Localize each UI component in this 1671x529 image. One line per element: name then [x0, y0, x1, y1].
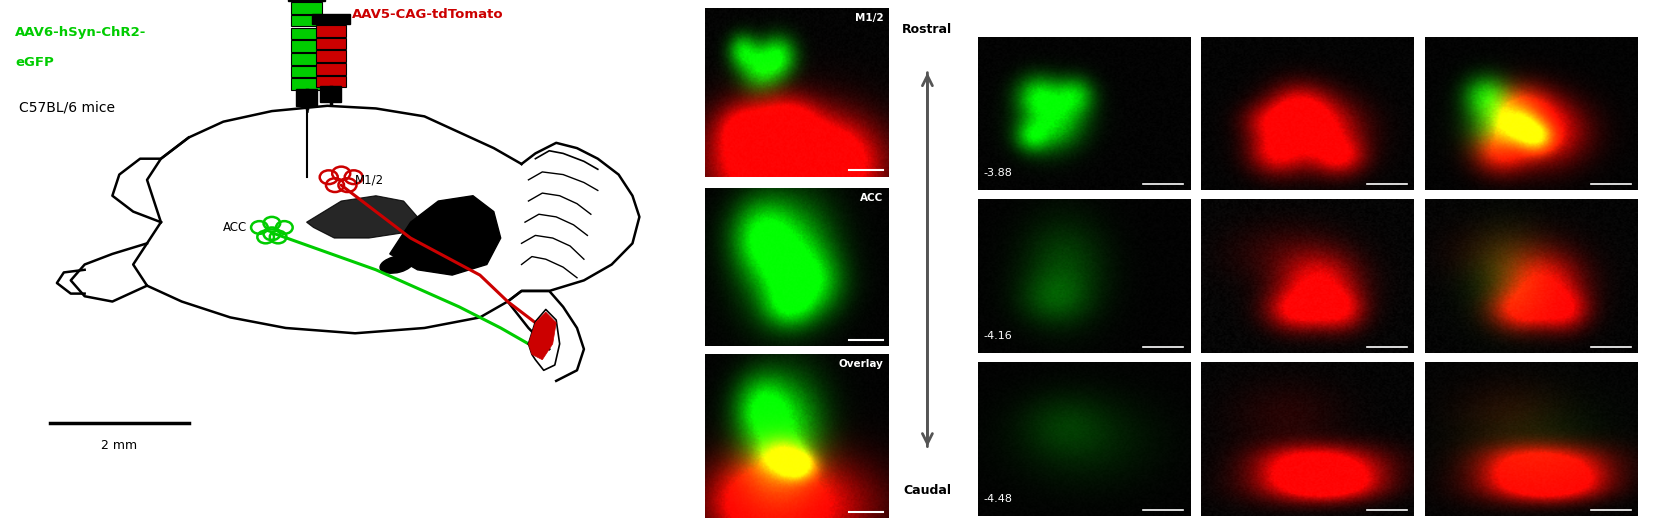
Bar: [316, 63, 346, 75]
Bar: [296, 89, 317, 106]
Text: C57BL/6 mice: C57BL/6 mice: [18, 101, 115, 114]
Bar: [321, 86, 341, 102]
Text: -3.88: -3.88: [984, 168, 1013, 178]
Text: ACC: ACC: [861, 193, 884, 203]
Polygon shape: [389, 196, 501, 275]
Text: Overlay: Overlay: [839, 359, 884, 369]
Text: M1/2: M1/2: [856, 13, 884, 23]
Bar: [291, 66, 323, 77]
Text: Caudal: Caudal: [904, 484, 951, 497]
Bar: [316, 76, 346, 87]
Bar: [316, 50, 346, 62]
Text: M1/2: M1/2: [354, 174, 384, 186]
Bar: [291, 28, 323, 39]
Text: Rostral: Rostral: [902, 23, 952, 36]
Bar: [291, 15, 323, 26]
Text: AAV5-CAG-tdTomato: AAV5-CAG-tdTomato: [351, 8, 503, 21]
Text: 2 mm: 2 mm: [102, 439, 137, 452]
Ellipse shape: [379, 256, 413, 273]
Text: Overlay: Overlay: [1506, 17, 1557, 30]
Text: -4.16: -4.16: [984, 331, 1013, 341]
Text: ACC: ACC: [224, 221, 247, 234]
Bar: [316, 38, 346, 49]
Text: tdT: tdT: [1297, 17, 1318, 30]
Text: -4.48: -4.48: [984, 494, 1013, 504]
Bar: [291, 40, 323, 52]
Polygon shape: [306, 196, 418, 238]
Text: eGFP: eGFP: [1066, 17, 1101, 30]
Bar: [287, 0, 326, 1]
Polygon shape: [528, 312, 556, 360]
Bar: [291, 53, 323, 65]
Bar: [291, 2, 323, 14]
Text: eGFP: eGFP: [15, 56, 53, 69]
Bar: [291, 78, 323, 90]
Bar: [312, 14, 349, 24]
Bar: [316, 25, 346, 37]
Text: AAV6-hSyn-ChR2-: AAV6-hSyn-ChR2-: [15, 26, 147, 40]
